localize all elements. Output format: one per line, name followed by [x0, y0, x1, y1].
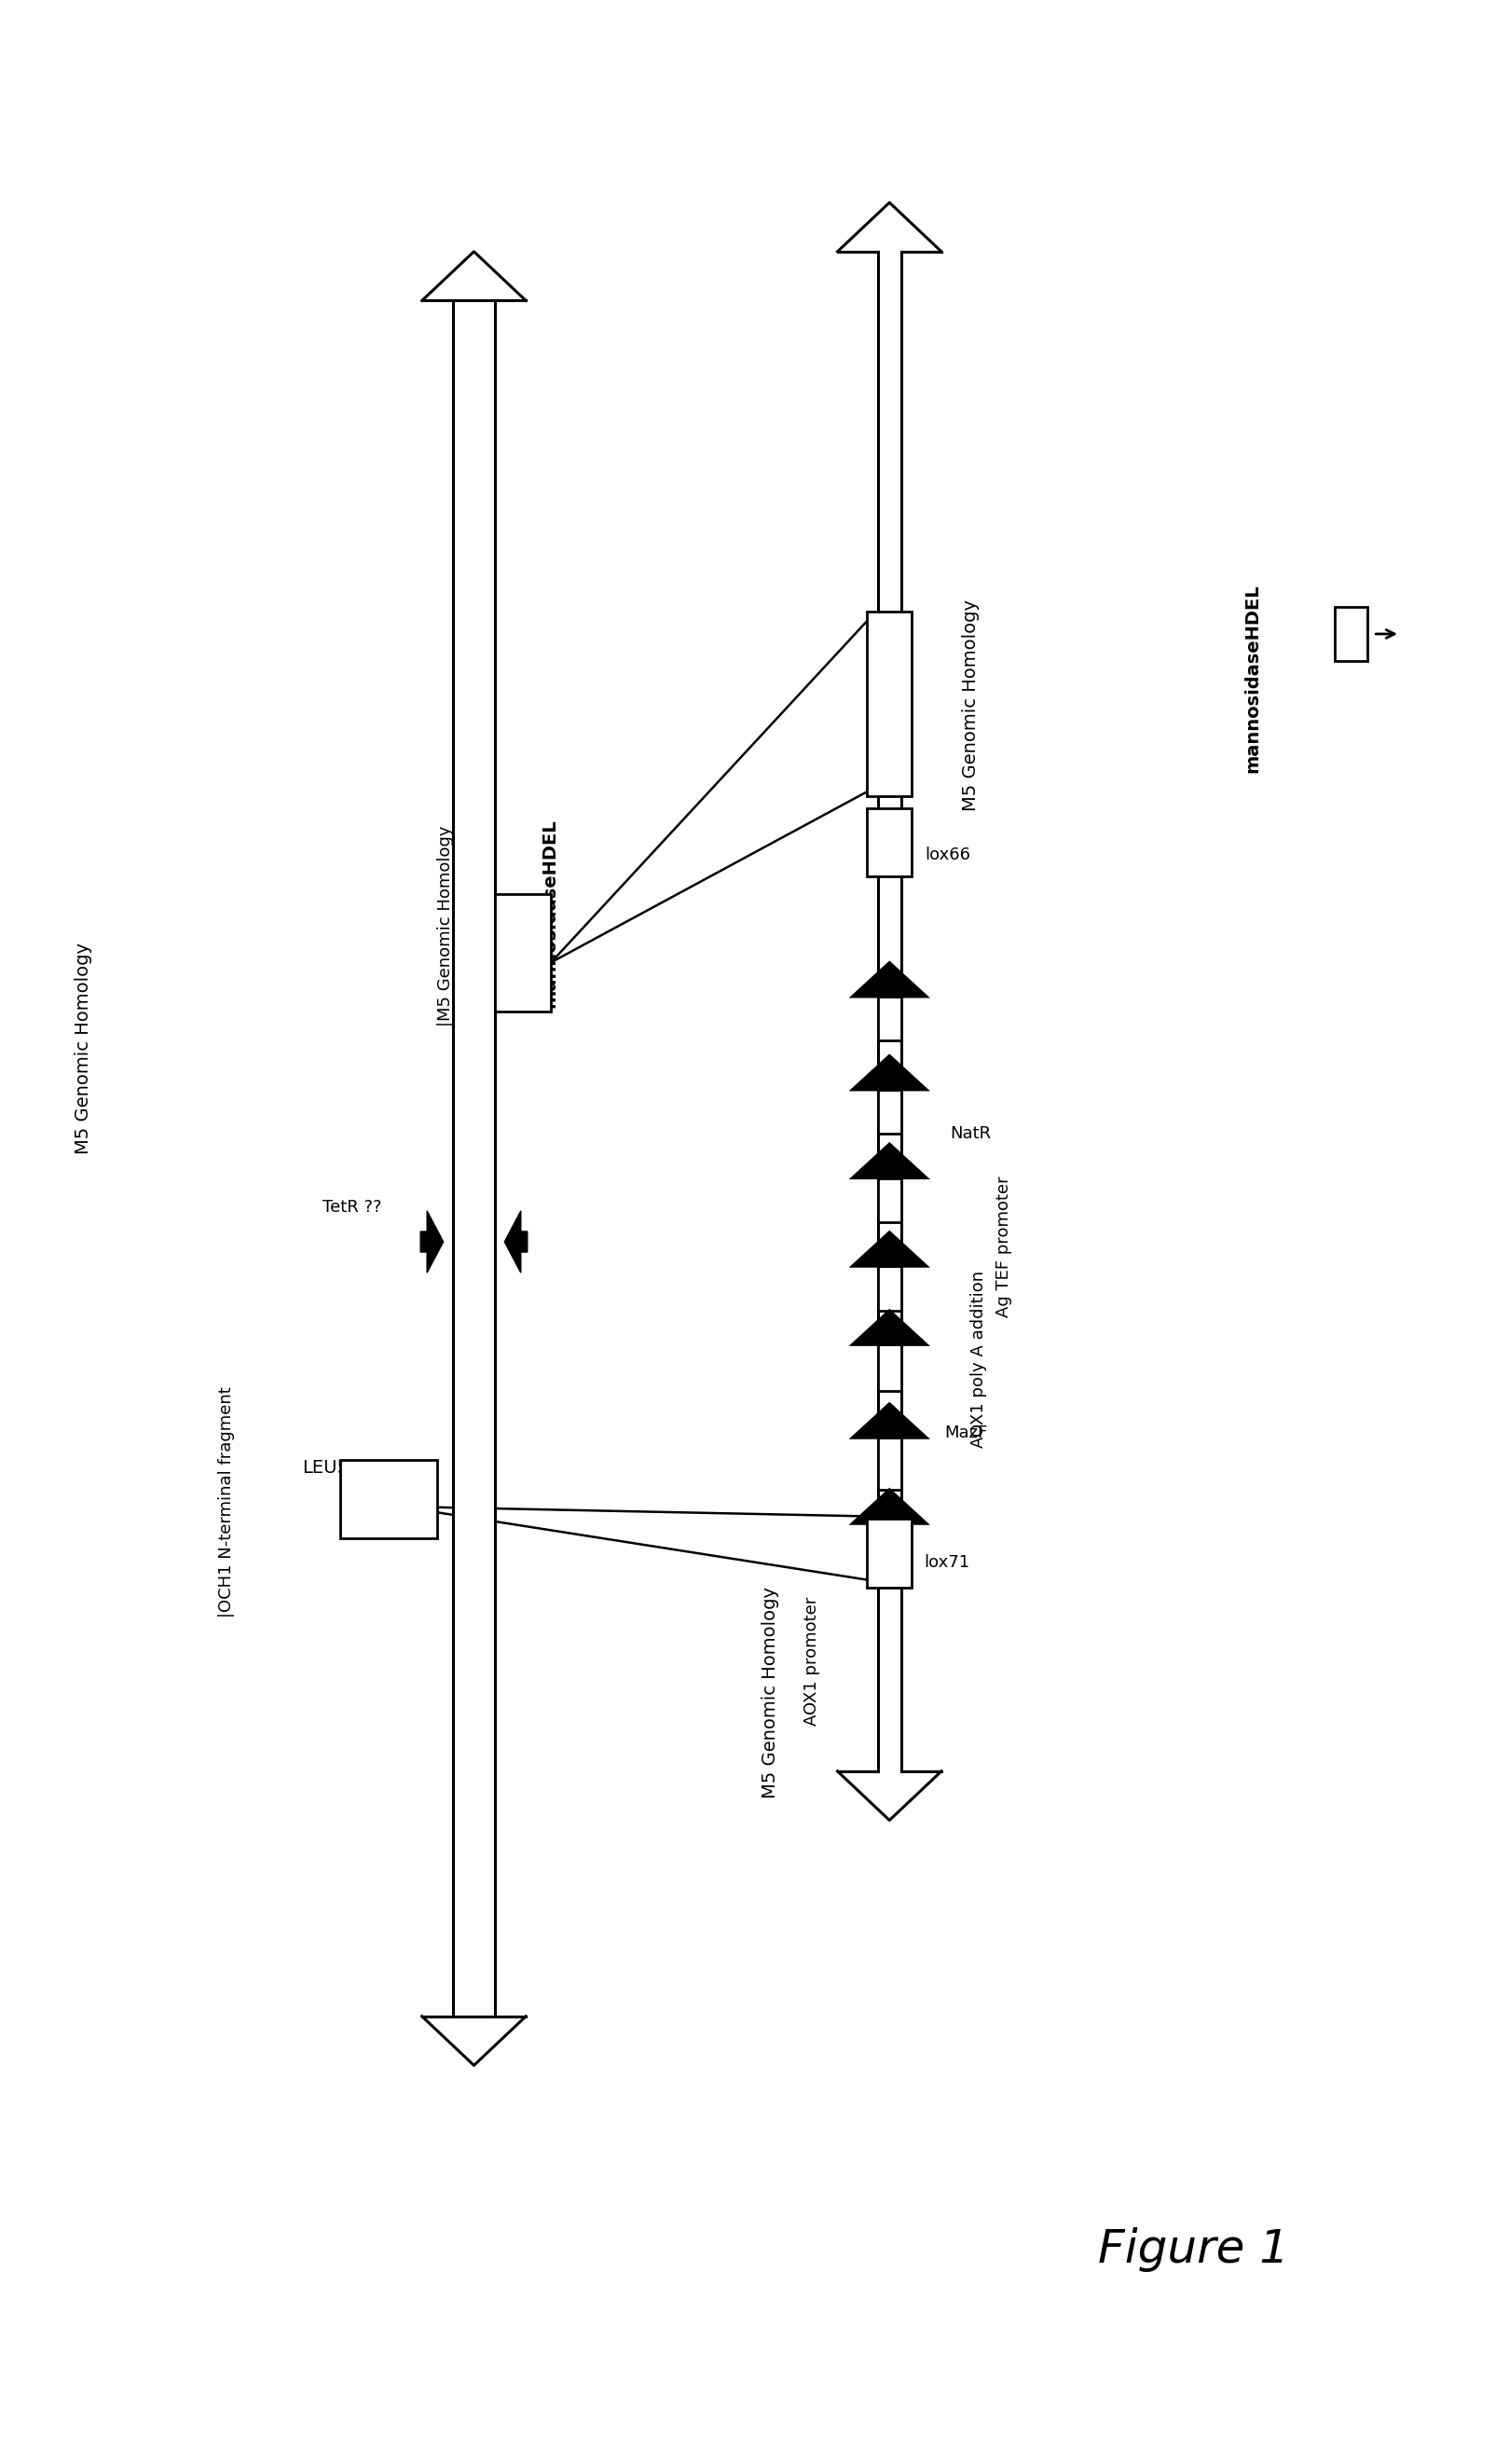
Bar	[866, 1518, 911, 1587]
Bar	[340, 1461, 437, 1538]
Polygon shape	[851, 963, 926, 998]
Bar	[878, 998, 901, 1040]
Bar	[494, 894, 551, 1010]
Text: mannosidaseHDEL: mannosidaseHDEL	[540, 818, 558, 1008]
Text: Ag TEF promoter: Ag TEF promoter	[995, 1175, 1011, 1318]
FancyArrow shape	[420, 1210, 443, 1274]
Polygon shape	[851, 1404, 926, 1439]
Text: |OCH1 N-terminal fragment: |OCH1 N-terminal fragment	[217, 1387, 235, 1616]
Polygon shape	[851, 1311, 926, 1345]
Bar	[866, 808, 911, 877]
Polygon shape	[851, 1055, 926, 1089]
Bar	[453, 301, 494, 2016]
Bar	[878, 1345, 901, 1392]
Text: lox71: lox71	[923, 1555, 969, 1572]
Text: TetR ??: TetR ??	[323, 1200, 381, 1215]
Polygon shape	[851, 1143, 926, 1178]
Bar	[878, 1089, 901, 1133]
Text: mannosidaseHDEL: mannosidaseHDEL	[1243, 584, 1261, 774]
FancyArrow shape	[504, 1210, 527, 1274]
Text: AOX1 poly A addition: AOX1 poly A addition	[969, 1271, 986, 1449]
Text: Figure 1: Figure 1	[1098, 2227, 1288, 2272]
Text: NatR: NatR	[950, 1126, 990, 1143]
Bar	[878, 1523, 901, 1574]
Text: MazF: MazF	[944, 1424, 987, 1441]
Text: AOX1 promoter: AOX1 promoter	[803, 1597, 820, 1725]
Bar	[878, 1266, 901, 1311]
Text: M5 Genomic Homology: M5 Genomic Homology	[761, 1587, 779, 1799]
Bar	[878, 1439, 901, 1488]
Text: LEU5: LEU5	[302, 1459, 349, 1476]
Polygon shape	[851, 1488, 926, 1523]
Text: M5 Genomic Homology: M5 Genomic Homology	[962, 599, 980, 811]
Polygon shape	[851, 1232, 926, 1266]
Text: M5 Genomic Homology: M5 Genomic Homology	[75, 941, 93, 1153]
Bar	[878, 1178, 901, 1222]
Text: lox66: lox66	[925, 845, 969, 862]
Bar	[1334, 606, 1366, 660]
Bar	[866, 611, 911, 796]
Text: |M5 Genomic Homology: |M5 Genomic Homology	[437, 825, 453, 1025]
